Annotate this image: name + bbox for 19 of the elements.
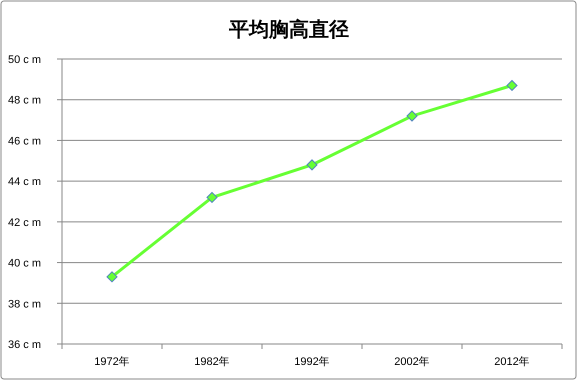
point [206,192,218,203]
x-tick-label: 1972年 [94,356,130,368]
y-tick-label: 40 c m [8,258,42,270]
y-tick-label: 42 c m [8,216,42,229]
y-tick-label: 36 c m [8,339,42,351]
y-tick-label: 38 c m [8,298,42,310]
point [506,80,518,91]
y-tick-label: 46 c m [8,135,42,148]
point [406,110,418,122]
x-tick-label: 1992年 [294,356,330,368]
point [106,271,118,282]
point [306,159,318,170]
x-tick-label: 1982年 [194,356,230,368]
x-tick-label: 2012年 [494,356,530,368]
x-tick-label: 2002年 [394,356,430,368]
y-tick-label: 50 c m [8,54,42,66]
y-tick-label: 48 c m [8,94,42,107]
y-tick-label: 44 c m [8,176,42,188]
chart-title: 平均胸高直径 [228,18,349,41]
